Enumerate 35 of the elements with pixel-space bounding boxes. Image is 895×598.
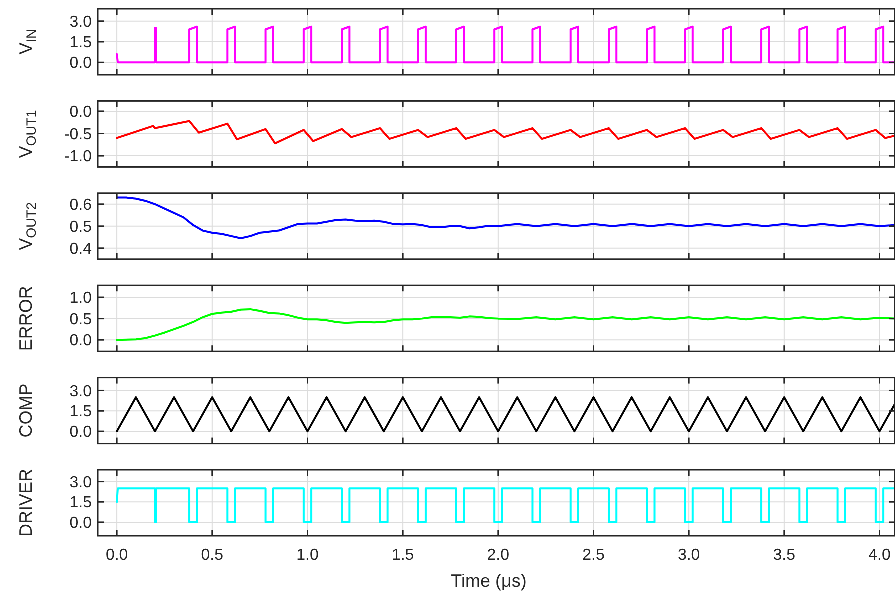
- y-tick-label: -1.0: [64, 148, 92, 166]
- y-tick-label: 0.5: [70, 219, 92, 236]
- x-tick-label: 1.5: [392, 547, 414, 564]
- x-tick-label: 3.5: [773, 547, 796, 564]
- line-series: [116, 196, 895, 240]
- y-tick-label: 1.5: [70, 404, 92, 421]
- x-tick-label: 0.0: [106, 547, 128, 564]
- y-axis-title: COMP: [16, 384, 36, 438]
- y-tick-label: 0.0: [70, 424, 92, 442]
- y-tick-label: 3.0: [70, 383, 92, 400]
- y-axis-title: ERROR: [16, 286, 36, 352]
- y-tick-label: 0.0: [70, 104, 92, 122]
- y-tick-label: 0.4: [70, 241, 92, 258]
- y-tick-label: 1.5: [70, 34, 92, 52]
- y-tick-label: -0.5: [64, 126, 92, 144]
- x-tick-label: 4.0: [868, 547, 891, 564]
- x-tick-label: 2.0: [487, 547, 510, 564]
- line-series: [116, 26, 895, 64]
- y-tick-label: 1.5: [70, 494, 92, 512]
- y-tick-label: 3.0: [70, 14, 92, 31]
- y-tick-label: 0.0: [70, 55, 92, 72]
- y-tick-label: 1.0: [70, 290, 92, 308]
- x-tick-label: 3.0: [678, 547, 700, 564]
- line-series: [116, 308, 895, 342]
- x-tick-label: 2.5: [582, 547, 605, 564]
- x-tick-label: 0.5: [201, 547, 224, 564]
- line-series: [116, 120, 895, 145]
- x-axis-title: Time (μs): [451, 571, 527, 591]
- y-tick-label: 0.0: [70, 332, 92, 350]
- x-tick-label: 1.0: [296, 547, 319, 564]
- y-tick-label: 0.6: [70, 197, 92, 214]
- y-tick-label: 0.5: [70, 311, 92, 328]
- y-axis-title: DRIVER: [16, 468, 36, 538]
- y-tick-label: 3.0: [70, 474, 92, 492]
- y-tick-label: 0.0: [70, 515, 92, 532]
